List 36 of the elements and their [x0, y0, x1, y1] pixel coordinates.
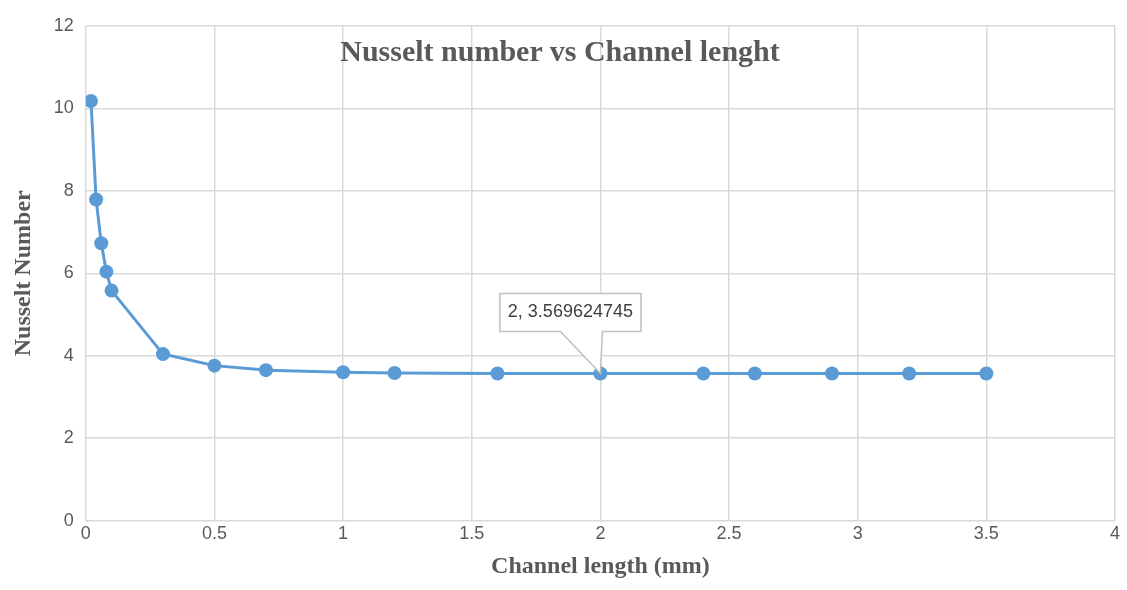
x-tick-label: 2 [595, 523, 606, 544]
point [387, 366, 402, 381]
y-tick-label: 12 [53, 14, 74, 35]
x-tick-label: 0.5 [201, 523, 227, 544]
y-tick-label: 8 [63, 179, 74, 200]
y-tick-label: 10 [53, 97, 74, 118]
x-tick-label: 2.5 [716, 523, 742, 544]
point [336, 365, 351, 380]
x-axis-title: Channel length (mm) [491, 551, 710, 578]
y-axis-title: Nusselt Number [8, 189, 35, 357]
point [490, 366, 505, 381]
point [89, 192, 104, 207]
point [747, 366, 762, 381]
point [99, 264, 114, 279]
point [824, 366, 839, 381]
point [258, 363, 273, 378]
y-tick-label: 6 [63, 262, 74, 283]
x-tick-label: 0 [80, 523, 91, 544]
x-tick-label: 1.5 [459, 523, 485, 544]
x-tick-label: 4 [1109, 523, 1121, 544]
x-tick-label: 3.5 [973, 523, 999, 544]
y-tick-label: 2 [63, 427, 74, 448]
y-tick-label: 0 [63, 509, 74, 530]
x-tick-label: 1 [338, 523, 349, 544]
point [104, 283, 119, 298]
chart-title: Nusselt number vs Channel lenght [340, 33, 780, 67]
annotation: 2, 3.569624745 [507, 301, 633, 322]
point [696, 366, 711, 381]
y-tick-label: 4 [63, 344, 74, 365]
point [902, 366, 917, 381]
point [207, 358, 222, 373]
point [85, 94, 98, 109]
point [156, 347, 171, 362]
x-tick-label: 3 [852, 523, 863, 544]
point [979, 366, 994, 381]
point [94, 236, 109, 251]
